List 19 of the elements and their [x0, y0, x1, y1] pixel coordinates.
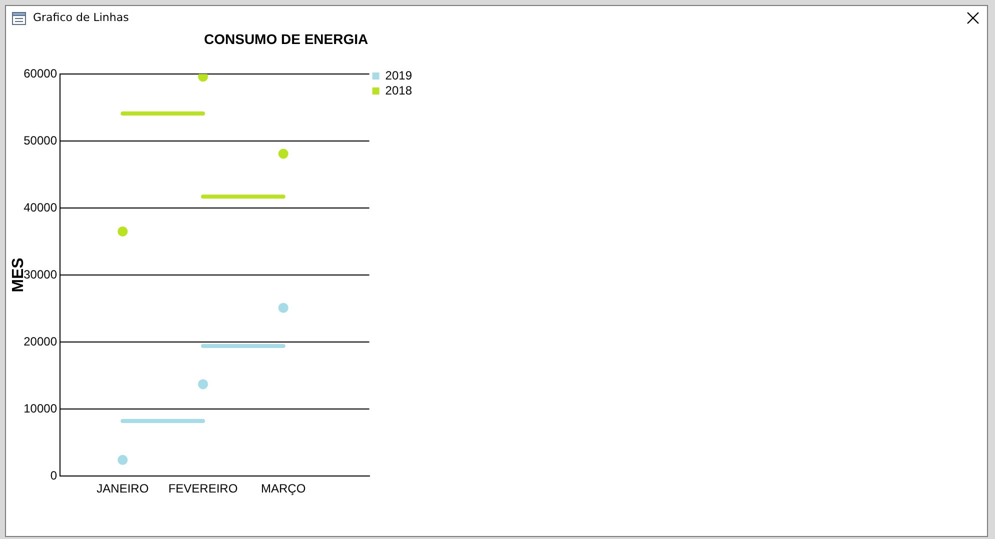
y-tick-label: 0: [50, 468, 58, 482]
point: [278, 302, 288, 313]
y-tick-label: 10000: [24, 401, 58, 416]
y-tick-label: 50000: [24, 133, 58, 148]
x-tick-label: JANEIRO: [96, 482, 149, 496]
point: [118, 226, 128, 236]
y-tick-label: 40000: [24, 200, 58, 214]
y-tick-label: 30000: [24, 267, 58, 282]
x-tick-label: MARÇO: [261, 482, 306, 496]
y-tick-label: 20000: [24, 334, 58, 348]
x-tick-label: FEVEREIRO: [168, 482, 238, 496]
point: [278, 148, 288, 159]
point: [198, 379, 208, 390]
legend-label: 2019: [385, 68, 412, 82]
legend-label: 2018: [385, 83, 412, 98]
y-tick-label: 60000: [24, 66, 58, 80]
point: [118, 454, 128, 465]
text: Grafico de Linhas: [33, 11, 129, 24]
chart-title: CONSUMO DE ENERGIA: [204, 31, 368, 47]
